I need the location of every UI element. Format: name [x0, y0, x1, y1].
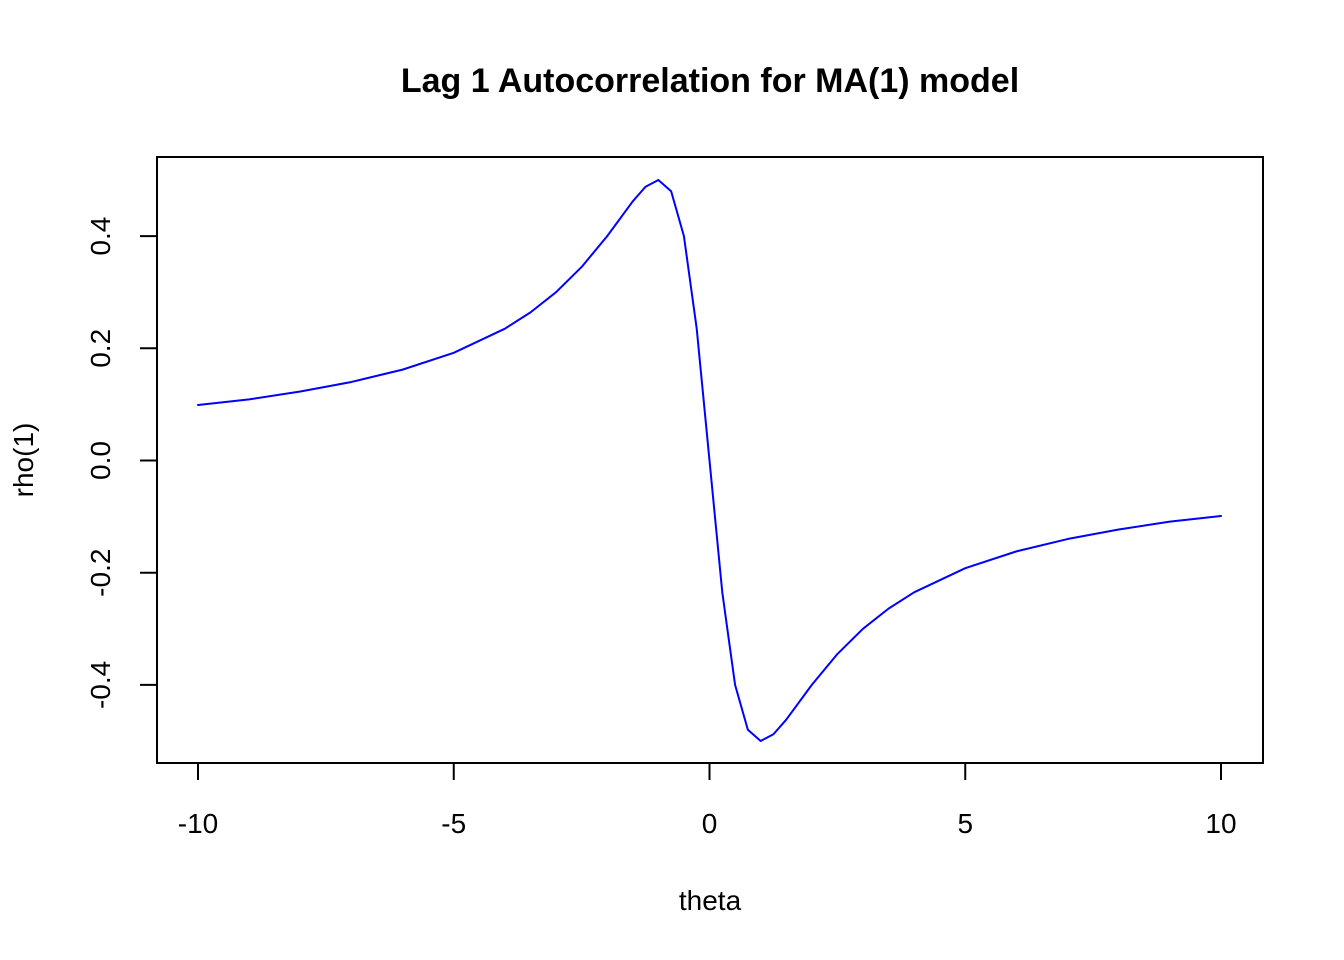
x-axis: -10 -5 0 5 10	[178, 762, 1237, 839]
y-tick-label: -0.4	[85, 661, 116, 709]
y-axis: -0.4 -0.2 0.0 0.2 0.4	[85, 217, 158, 709]
series-line	[197, 179, 1222, 742]
x-tick-label: -5	[441, 808, 466, 839]
y-axis-label: rho(1)	[8, 423, 39, 498]
x-tick-label: 5	[957, 808, 973, 839]
y-tick-label: -0.2	[85, 549, 116, 597]
chart-title: Lag 1 Autocorrelation for MA(1) model	[401, 62, 1019, 100]
series-layer	[197, 179, 1222, 742]
y-tick-label: 0.0	[85, 441, 116, 480]
y-tick-label: 0.2	[85, 329, 116, 368]
x-tick-label: -10	[178, 808, 218, 839]
x-tick-label: 10	[1205, 808, 1236, 839]
x-axis-label: theta	[679, 885, 742, 916]
x-tick-label: 0	[702, 808, 718, 839]
y-tick-label: 0.4	[85, 217, 116, 256]
